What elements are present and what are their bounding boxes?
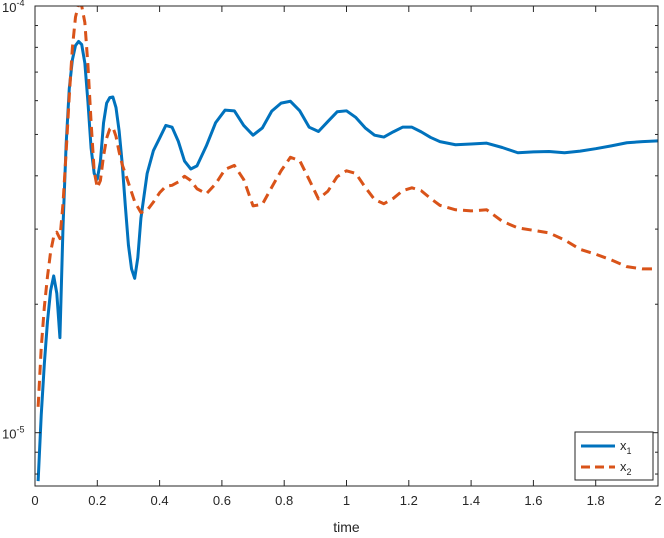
x-tick-label: 0.6 [213, 493, 231, 508]
x-axis-title: time [333, 519, 360, 535]
x-tick-label: 2 [654, 493, 661, 508]
x-tick-label: 0.4 [151, 493, 169, 508]
x-tick-label: 1.8 [587, 493, 605, 508]
legend-label-x2: x2 [620, 459, 632, 477]
y-tick-label: 10-4 [2, 0, 24, 15]
x-tick-label: 1.6 [524, 493, 542, 508]
x-tick-label: 1.2 [400, 493, 418, 508]
plot-area [36, 6, 658, 482]
series-line-x2 [36, 6, 658, 407]
x-tick-label: 0.8 [275, 493, 293, 508]
legend-box [574, 431, 654, 481]
x-tick-label: 1.4 [462, 493, 480, 508]
x-tick-label: 1 [343, 493, 350, 508]
series-line-x1 [36, 39, 658, 482]
x-tick-label: 0.2 [88, 493, 106, 508]
y-tick-label: 10-5 [2, 425, 24, 442]
x-tick-label: 0 [31, 493, 38, 508]
legend-label-x1: x1 [620, 438, 632, 456]
